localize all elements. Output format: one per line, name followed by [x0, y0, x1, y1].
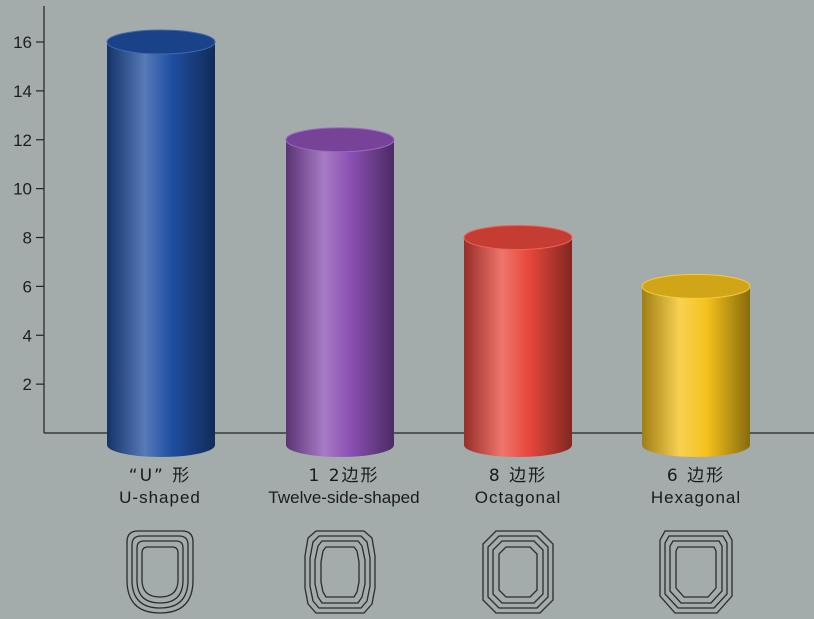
bar-top: [463, 225, 573, 250]
category-label-hexagonal: 6 边形 Hexagonal: [596, 466, 796, 508]
octagon-outline-icon: [482, 530, 554, 614]
bar-body: [107, 42, 215, 457]
u-shape-outline-icon: [126, 530, 194, 614]
bar-body: [464, 237, 572, 457]
category-label-u-shaped: “U” 形 U-shaped: [60, 466, 260, 508]
bar-body: [642, 286, 750, 457]
y-tick-label: 4: [23, 326, 32, 345]
y-tick-label: 16: [13, 33, 32, 52]
y-tick-label: 10: [13, 180, 32, 199]
category-label-zh: 6 边形: [666, 466, 726, 486]
bar-top: [285, 127, 395, 153]
y-tick-label: 8: [23, 229, 32, 248]
category-label-twelve-side: 1 2边形 Twelve-side-shaped: [244, 466, 444, 508]
bars: [106, 29, 751, 457]
category-label-en: Twelve-side-shaped: [268, 488, 420, 507]
category-label-zh: 1 2边形: [308, 466, 380, 486]
bar-u-shaped: [106, 29, 216, 457]
bar-hexagonal: [641, 273, 751, 457]
bar-twelve-side-shaped: [285, 127, 395, 457]
category-label-octagonal: 8 边形 Octagonal: [418, 466, 618, 508]
category-label-en: U-shaped: [119, 488, 201, 507]
bar-octagonal: [463, 225, 573, 457]
bar-body: [286, 139, 394, 457]
y-tick-label: 2: [23, 375, 32, 394]
twelve-side-outline-icon: [304, 530, 376, 614]
y-tick-label: 6: [23, 277, 32, 296]
category-label-en: Hexagonal: [650, 488, 742, 507]
y-tick-label: 12: [13, 131, 32, 150]
category-label-en: Octagonal: [474, 488, 562, 507]
category-label-zh: “U” 形: [128, 466, 192, 486]
bar-top: [106, 29, 216, 55]
bar-top: [641, 273, 751, 299]
hexagon-outline-icon: [659, 530, 733, 614]
category-label-zh: 8 边形: [488, 466, 548, 486]
y-tick-label: 14: [13, 82, 32, 101]
